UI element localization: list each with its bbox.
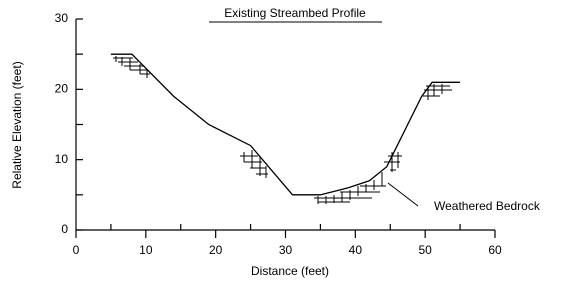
x-tick-label: 50 — [418, 243, 432, 257]
x-tick-label: 20 — [209, 243, 223, 257]
chart: Existing Streambed Profile Distance (fee… — [0, 0, 567, 289]
bedrock-hatching — [113, 56, 452, 204]
x-axis-label: Distance (feet) — [251, 264, 329, 278]
chart-title: Existing Streambed Profile — [224, 6, 366, 20]
x-tick-label: 30 — [279, 243, 293, 257]
y-tick-label: 10 — [55, 152, 69, 166]
x-tick-label: 60 — [488, 243, 502, 257]
x-tick-label: 40 — [349, 243, 363, 257]
y-tick-label: 30 — [55, 11, 69, 25]
y-tick-label: 0 — [61, 222, 68, 236]
y-axis-label: Relative Elevation (feet) — [10, 61, 24, 188]
profile-line — [111, 54, 460, 195]
annotation-leader — [388, 183, 418, 206]
y-tick-label: 20 — [55, 82, 69, 96]
x-tick-label: 0 — [73, 243, 80, 257]
x-tick-label: 10 — [139, 243, 153, 257]
annotation: Weathered Bedrock — [434, 199, 541, 213]
